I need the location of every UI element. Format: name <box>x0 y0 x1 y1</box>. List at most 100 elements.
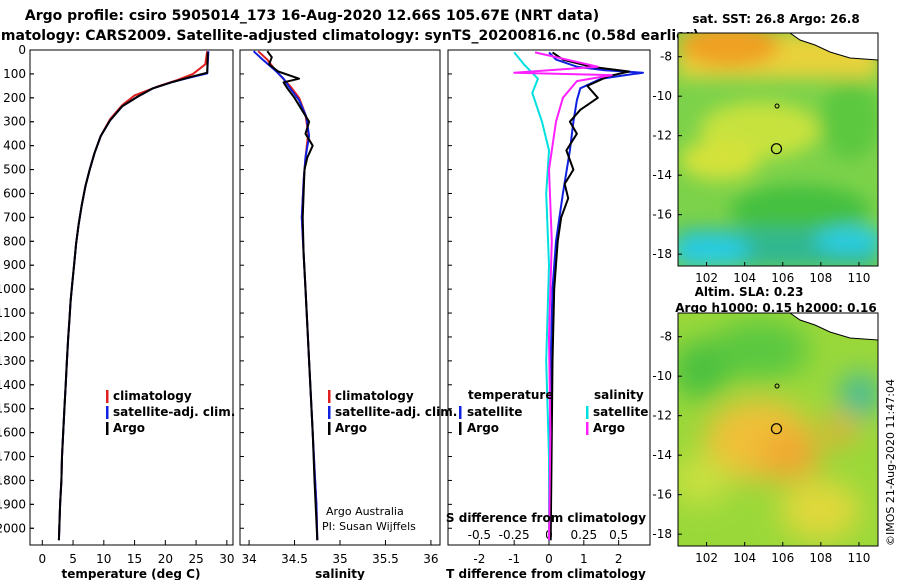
legend-swatch-t-satellite <box>459 406 462 419</box>
depth-tick-label: 1900 <box>0 497 26 511</box>
legend-label-satellite: satellite-adj. clim. <box>113 405 235 419</box>
legend-label-climatology: climatology <box>335 389 414 403</box>
depth-tick-label: 1600 <box>0 426 26 440</box>
legend-label-climatology: climatology <box>113 389 192 403</box>
map-lat-label: -8 <box>660 50 672 64</box>
legend-swatch-s-satellite <box>586 406 589 419</box>
depth-tick-label: 200 <box>3 91 26 105</box>
t-difference-axis-label: T difference from climatology <box>446 567 646 580</box>
legend-swatch-argo <box>106 422 109 435</box>
depth-tick-label: 1700 <box>0 450 26 464</box>
s-diff-tick-label: -0.5 <box>468 528 491 542</box>
x-tick-label: 36 <box>423 552 438 566</box>
legend-label-argo: Argo <box>335 421 367 435</box>
x-tick-label: 35 <box>332 552 347 566</box>
x-tick-label: 35.5 <box>372 552 399 566</box>
depth-axis: 0 100 200 300 400 500 600 700 800 900 1000 1100 1200… <box>0 43 34 535</box>
x-tick-label: 0 <box>545 552 553 566</box>
map-lat-label: -16 <box>652 488 672 502</box>
x-tick-label: -1 <box>508 552 520 566</box>
salinity-panel-frame <box>239 49 441 546</box>
temperature-panel: 0 5 10 15 20 25 30 <box>30 49 234 566</box>
s-diff-tick-label: -0.25 <box>499 528 530 542</box>
sla-map-frame <box>677 312 879 547</box>
salinity-legend: climatology satellite-adj. clim. Argo Ar… <box>322 389 457 533</box>
figure-title-line2: Climatology: CARS2009. Satellite-adjuste… <box>0 28 699 44</box>
legend-swatch-satellite <box>328 406 331 419</box>
legend-swatch-s-argo <box>586 422 589 435</box>
legend-swatch-climatology <box>106 390 109 403</box>
temperature-legend: climatology satellite-adj. clim. Argo <box>106 389 235 435</box>
x-tick-label: 25 <box>188 552 203 566</box>
argo-position-marker <box>770 423 783 435</box>
salinity-axis-label: salinity <box>315 567 365 580</box>
island-marker <box>774 383 780 389</box>
land-coastline <box>789 33 878 61</box>
s-diff-tick-label: 0.25 <box>570 528 597 542</box>
map-lon-label: 108 <box>809 551 832 565</box>
series-line-s-satellite <box>513 51 550 541</box>
x-tick-label: 5 <box>69 552 77 566</box>
series-line-argo <box>57 52 209 541</box>
map-lat-label: -14 <box>652 448 672 462</box>
depth-tick-label: 0 <box>18 43 26 57</box>
x-tick-label: 34.5 <box>281 552 308 566</box>
map-lon-label: 102 <box>695 271 718 285</box>
land-coastline <box>789 313 878 341</box>
series-line-t-argo <box>549 51 631 541</box>
map-lat-label: -8 <box>660 330 672 344</box>
temperature-axis-label: temperature (deg C) <box>62 567 201 580</box>
legend-label-s-argo: Argo <box>593 421 625 435</box>
depth-tick-label: 2000 <box>0 521 26 535</box>
annotation-argo-australia: Argo Australia <box>326 505 404 518</box>
map-lat-label: -10 <box>652 369 672 383</box>
legend-label-argo: Argo <box>113 421 145 435</box>
sla-map-axes: 102 104 106 108 110 -8 -10 -12 -14 -16 -18 <box>652 330 870 565</box>
map-lat-label: -12 <box>652 409 672 423</box>
depth-tick-label: 400 <box>3 139 26 153</box>
x-tick-label: 30 <box>219 552 234 566</box>
x-tick-label: 1 <box>580 552 588 566</box>
depth-tick-label: 1100 <box>0 306 26 320</box>
map-lat-label: -12 <box>652 129 672 143</box>
depth-tick-label: 900 <box>3 258 26 272</box>
map-lon-label: 102 <box>695 551 718 565</box>
legend-header-temperature: temperature <box>468 388 553 402</box>
series-line-s-argo <box>513 51 613 541</box>
x-tick-label: 10 <box>96 552 111 566</box>
depth-tick-label: 300 <box>3 115 26 129</box>
depth-tick-label: 700 <box>3 210 26 224</box>
legend-swatch-climatology <box>328 390 331 403</box>
legend-swatch-argo <box>328 422 331 435</box>
map-lon-label: 108 <box>809 271 832 285</box>
legend-header-salinity: salinity <box>594 388 644 402</box>
legend-swatch-satellite <box>106 406 109 419</box>
sla-map-subtitle: Argo h1000: 0.15 h2000: 0.16 <box>675 301 876 315</box>
sla-map-title: Altim. SLA: 0.23 <box>695 285 804 299</box>
map-lon-label: 106 <box>771 271 794 285</box>
sst-map-title: sat. SST: 26.8 Argo: 26.8 <box>692 12 859 26</box>
depth-tick-label: 100 <box>3 67 26 81</box>
argo-position-marker <box>770 143 783 155</box>
legend-label-t-argo: Argo <box>467 421 499 435</box>
annotation-pi-name: PI: Susan Wijffels <box>322 520 416 533</box>
salinity-panel: 34 34.5 35 35.5 36 <box>240 49 439 566</box>
temperature-panel-frame <box>29 49 234 546</box>
legend-label-satellite: satellite-adj. clim. <box>335 405 457 419</box>
x-tick-label: -2 <box>473 552 485 566</box>
map-lat-label: -10 <box>652 89 672 103</box>
sla-map-field <box>678 313 878 546</box>
legend-swatch-t-argo <box>459 422 462 435</box>
x-tick-label: 34 <box>241 552 256 566</box>
figure-title-line1: Argo profile: csiro 5905014_173 16-Aug-2… <box>25 8 599 24</box>
map-lat-label: -18 <box>652 247 672 261</box>
imos-credit: ©IMOS 21-Aug-2020 11:47:04 <box>884 379 897 546</box>
sst-map-axes: 102 104 106 108 110 -8 -10 -12 -14 -16 -18 <box>652 50 870 285</box>
x-tick-label: 0 <box>38 552 46 566</box>
x-tick-label: 15 <box>127 552 142 566</box>
s-difference-axis-label: S difference from climatology <box>446 511 646 525</box>
map-lat-label: -14 <box>652 168 672 182</box>
legend-label-t-satellite: satellite <box>467 405 522 419</box>
x-tick-label: 20 <box>158 552 173 566</box>
depth-tick-label: 500 <box>3 163 26 177</box>
